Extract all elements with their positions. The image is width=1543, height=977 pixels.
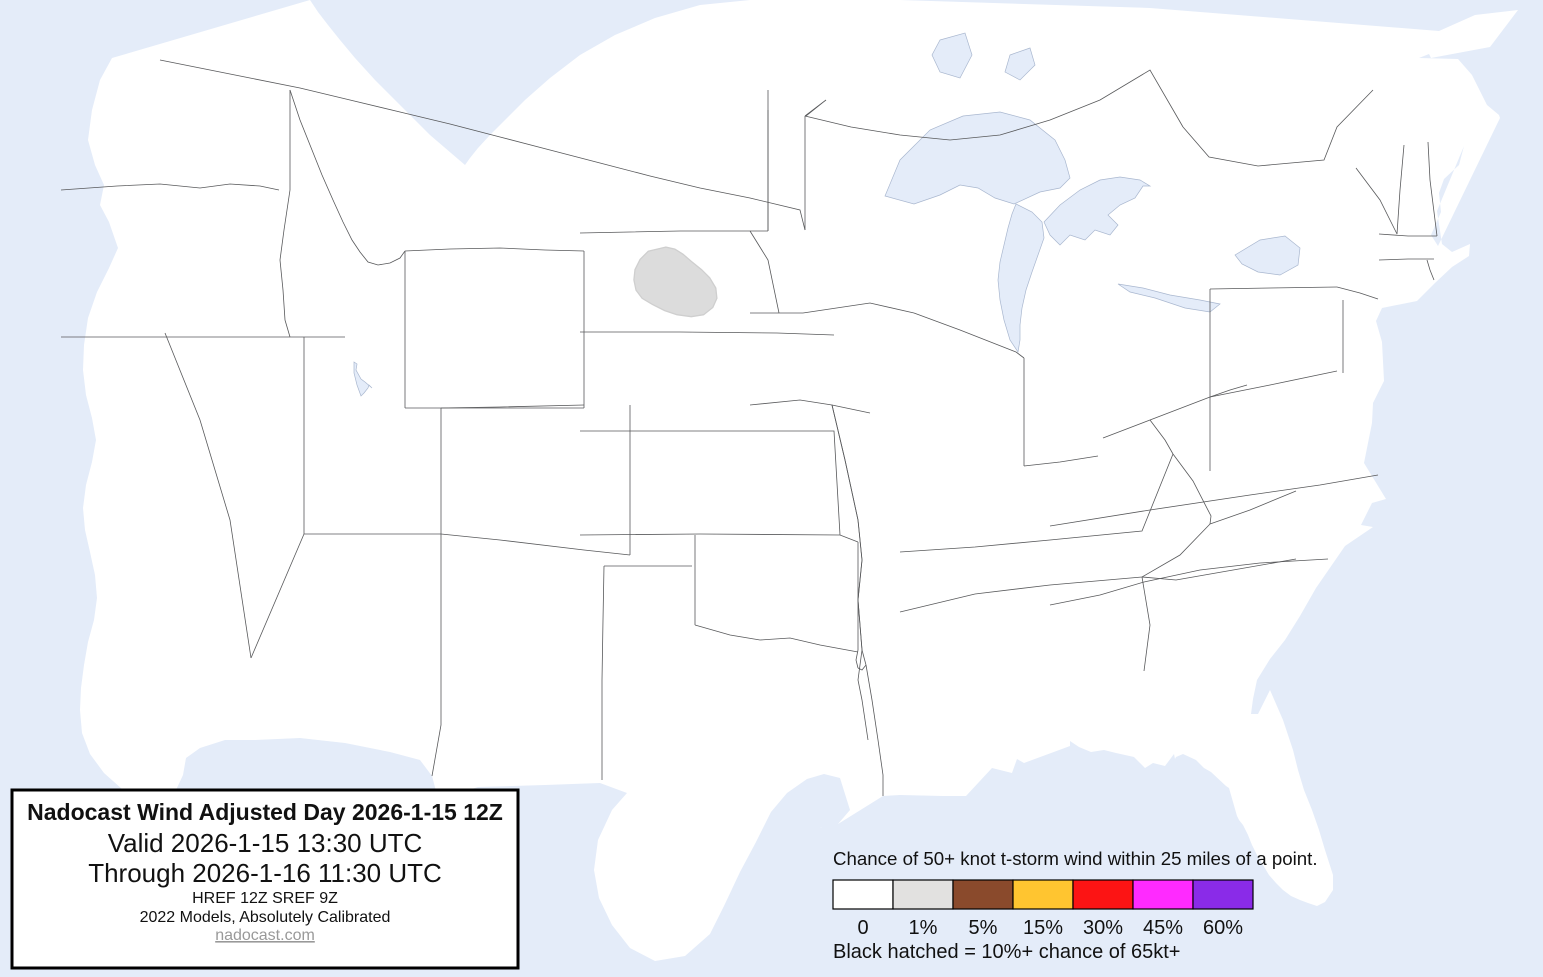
svg-text:30%: 30% xyxy=(1083,917,1123,939)
svg-text:0: 0 xyxy=(857,917,868,939)
svg-text:nadocast.com: nadocast.com xyxy=(215,927,315,944)
svg-text:1%: 1% xyxy=(909,917,938,939)
svg-text:Nadocast Wind Adjusted Day 202: Nadocast Wind Adjusted Day 2026-1-15 12Z xyxy=(27,799,503,825)
svg-text:HREF 12Z SREF 9Z: HREF 12Z SREF 9Z xyxy=(192,890,338,907)
svg-text:Chance of 50+ knot t-storm win: Chance of 50+ knot t-storm wind within 2… xyxy=(833,848,1318,869)
svg-text:60%: 60% xyxy=(1203,917,1243,939)
svg-text:45%: 45% xyxy=(1143,917,1183,939)
svg-text:2022 Models, Absolutely Calibr: 2022 Models, Absolutely Calibrated xyxy=(140,909,391,926)
svg-text:Valid 2026-1-15 13:30 UTC: Valid 2026-1-15 13:30 UTC xyxy=(108,828,423,858)
svg-text:15%: 15% xyxy=(1023,917,1063,939)
svg-text:Black hatched = 10%+ chance of: Black hatched = 10%+ chance of 65kt+ xyxy=(833,941,1180,963)
svg-text:5%: 5% xyxy=(969,917,998,939)
svg-text:Through 2026-1-16 11:30 UTC: Through 2026-1-16 11:30 UTC xyxy=(88,858,442,888)
